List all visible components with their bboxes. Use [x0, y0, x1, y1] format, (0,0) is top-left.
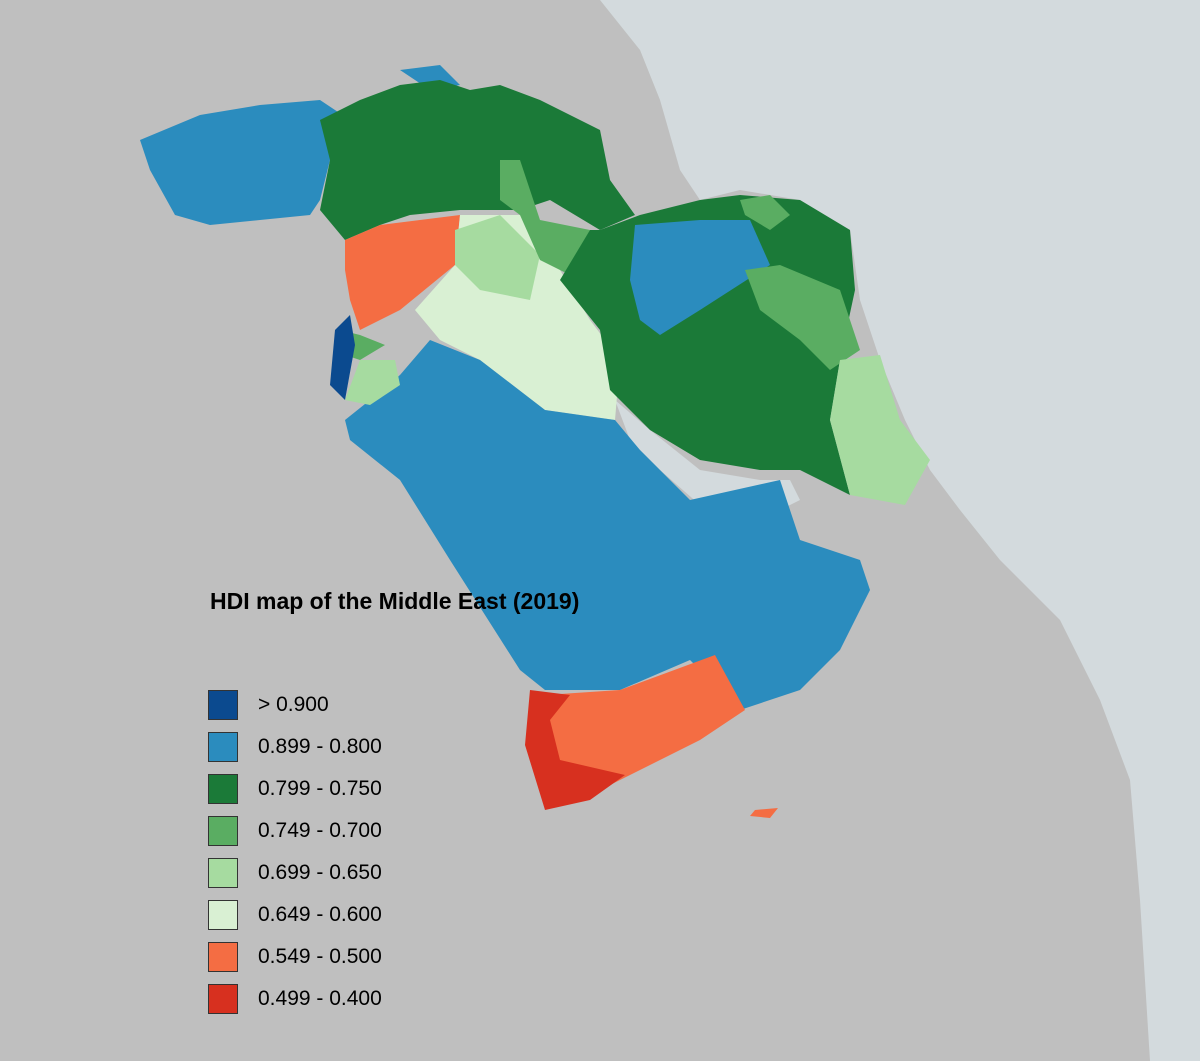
legend-label: 0.699 - 0.650: [258, 861, 382, 884]
region: [345, 340, 870, 710]
region: [330, 315, 355, 400]
region: [345, 360, 400, 405]
legend-item: 0.749 - 0.700: [208, 810, 382, 852]
legend-swatch: [208, 732, 238, 762]
region: [745, 265, 860, 370]
region: [500, 160, 590, 275]
legend-label: 0.899 - 0.800: [258, 735, 382, 758]
legend-swatch: [208, 858, 238, 888]
region: [630, 220, 770, 335]
region: [140, 100, 350, 225]
legend-label: 0.799 - 0.750: [258, 777, 382, 800]
region: [345, 215, 460, 330]
region: [740, 195, 790, 230]
legend-swatch: [208, 900, 238, 930]
region: [320, 80, 635, 240]
legend-item: 0.499 - 0.400: [208, 978, 382, 1020]
legend-label: 0.549 - 0.500: [258, 945, 382, 968]
legend: > 0.900 0.899 - 0.800 0.799 - 0.750 0.749 -…: [208, 684, 382, 1020]
legend-item: 0.699 - 0.650: [208, 852, 382, 894]
region: [455, 215, 540, 300]
legend-swatch: [208, 690, 238, 720]
legend-swatch: [208, 774, 238, 804]
sea: [600, 0, 1200, 1061]
legend-swatch: [208, 816, 238, 846]
legend-item: 0.549 - 0.500: [208, 936, 382, 978]
region: [540, 655, 745, 800]
legend-label: 0.499 - 0.400: [258, 987, 382, 1010]
legend-swatch: [208, 942, 238, 972]
map-title: HDI map of the Middle East (2019): [210, 588, 580, 614]
region: [830, 355, 930, 505]
region: [525, 690, 625, 810]
region: [750, 808, 778, 818]
legend-label: 0.749 - 0.700: [258, 819, 382, 842]
legend-label: > 0.900: [258, 693, 329, 716]
legend-label: 0.649 - 0.600: [258, 903, 382, 926]
legend-item: 0.899 - 0.800: [208, 726, 382, 768]
legend-item: 0.649 - 0.600: [208, 894, 382, 936]
legend-swatch: [208, 984, 238, 1014]
legend-item: > 0.900: [208, 684, 382, 726]
legend-item: 0.799 - 0.750: [208, 768, 382, 810]
